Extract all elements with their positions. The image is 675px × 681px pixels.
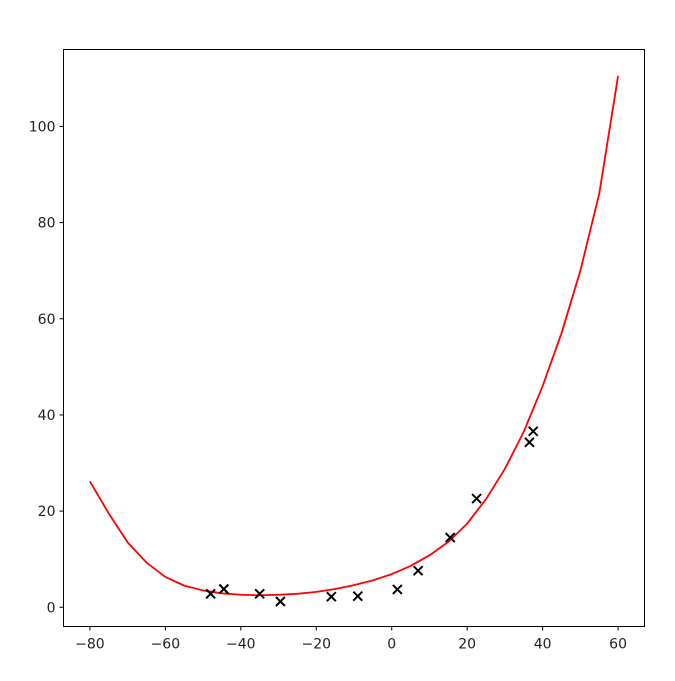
fit-curve-line bbox=[89, 75, 619, 597]
y-tick-label: 60 bbox=[38, 312, 56, 328]
x-tick-label: −40 bbox=[226, 637, 256, 653]
x-tick-label: −80 bbox=[75, 637, 105, 653]
marker-stroke bbox=[352, 591, 363, 602]
marker-stroke bbox=[392, 584, 403, 595]
data-point-marker bbox=[471, 493, 482, 504]
marker-stroke bbox=[524, 437, 535, 448]
x-tick-label: 20 bbox=[458, 637, 476, 653]
marker-stroke bbox=[205, 588, 216, 600]
marker-stroke bbox=[275, 596, 286, 607]
y-tick-label: 0 bbox=[47, 600, 56, 616]
data-point-marker bbox=[326, 591, 337, 602]
x-tick-label: −20 bbox=[301, 637, 331, 653]
y-tick-label: 80 bbox=[38, 216, 56, 232]
data-point-marker bbox=[275, 596, 286, 607]
y-tick-label: 100 bbox=[29, 119, 56, 135]
y-tick-label: 20 bbox=[38, 504, 56, 520]
data-point-marker bbox=[412, 565, 424, 576]
data-point-marker bbox=[524, 437, 535, 448]
x-tick-label: 60 bbox=[609, 637, 627, 653]
data-point-marker bbox=[352, 591, 363, 602]
marker-stroke bbox=[527, 426, 539, 437]
marker-stroke bbox=[326, 591, 337, 602]
x-tick-label: −60 bbox=[151, 637, 181, 653]
fit-curve-layer bbox=[89, 75, 619, 597]
x-axis: −80 −60 −40 −20 0 20 40 60 bbox=[75, 626, 627, 653]
data-point-marker bbox=[392, 584, 403, 595]
y-axis: 0 20 40 60 80 100 bbox=[29, 119, 64, 616]
marker-stroke bbox=[471, 493, 482, 504]
data-point-marker bbox=[254, 588, 265, 600]
data-point-marker bbox=[444, 532, 456, 543]
x-tick-label: 40 bbox=[534, 637, 552, 653]
marker-stroke bbox=[444, 532, 456, 543]
marker-stroke bbox=[412, 565, 424, 576]
y-tick-label: 40 bbox=[38, 408, 56, 424]
data-point-marker bbox=[205, 588, 216, 600]
data-point-marker bbox=[527, 426, 539, 437]
data-point-marker bbox=[218, 583, 230, 595]
marker-stroke bbox=[218, 583, 230, 595]
plot-area bbox=[63, 49, 645, 627]
x-tick-label: 0 bbox=[387, 637, 396, 653]
marker-stroke bbox=[254, 588, 265, 600]
data-points-layer bbox=[205, 426, 539, 607]
